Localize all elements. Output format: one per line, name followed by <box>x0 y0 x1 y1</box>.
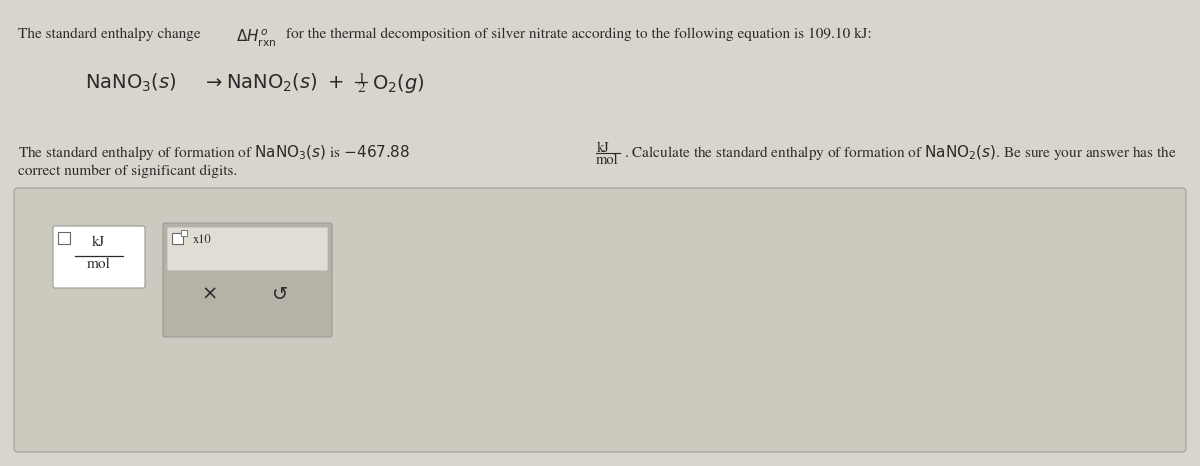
Text: kJ: kJ <box>598 142 610 155</box>
Bar <box>172 233 182 244</box>
Text: kJ: kJ <box>92 236 106 249</box>
FancyBboxPatch shape <box>163 223 332 337</box>
FancyBboxPatch shape <box>53 226 145 288</box>
Bar <box>58 232 70 244</box>
Text: ↺: ↺ <box>272 285 288 304</box>
Text: The standard enthalpy of formation of $\mathrm{NaNO_3}(s)$ is $-467.88\,$: The standard enthalpy of formation of $\… <box>18 143 410 162</box>
Text: $\Delta H^{\,o}_{\mathrm{rxn}}$: $\Delta H^{\,o}_{\mathrm{rxn}}$ <box>236 28 276 49</box>
Text: . Calculate the standard enthalpy of formation of $\mathrm{NaNO_2}(s)$. Be sure : . Calculate the standard enthalpy of for… <box>624 143 1176 162</box>
Text: ×: × <box>202 285 218 304</box>
FancyBboxPatch shape <box>14 188 1186 452</box>
Text: $\mathrm{NaNO_3}(s)$: $\mathrm{NaNO_3}(s)$ <box>85 72 176 94</box>
Text: $\mathrm{NaNO_2}(s)\ +$: $\mathrm{NaNO_2}(s)\ +$ <box>226 72 343 94</box>
Text: mol: mol <box>596 154 619 167</box>
Text: for the thermal decomposition of silver nitrate according to the following equat: for the thermal decomposition of silver … <box>282 28 872 41</box>
Text: correct number of significant digits.: correct number of significant digits. <box>18 165 238 178</box>
Text: 1: 1 <box>358 73 365 86</box>
Text: 2: 2 <box>358 82 365 96</box>
Text: x10: x10 <box>193 234 211 246</box>
Text: mol: mol <box>88 258 110 271</box>
Text: $\rightarrow$: $\rightarrow$ <box>202 72 223 91</box>
FancyBboxPatch shape <box>167 227 328 271</box>
Text: $\mathrm{O_2}(g)$: $\mathrm{O_2}(g)$ <box>372 72 425 95</box>
Text: The standard enthalpy change: The standard enthalpy change <box>18 28 204 41</box>
Bar <box>181 230 187 236</box>
